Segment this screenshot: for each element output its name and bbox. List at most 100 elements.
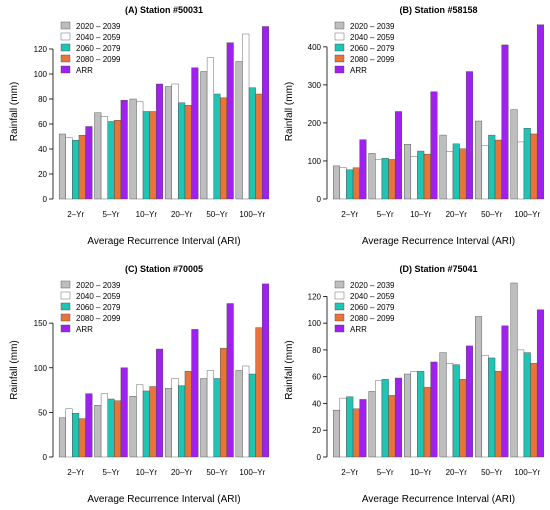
y-tick-label: 40: [312, 399, 321, 408]
bar-ARR-2Yr: [85, 126, 93, 200]
bar-2060-2079-5Yr: [381, 158, 389, 200]
bar-ARR-10Yr: [430, 91, 438, 200]
bar-ARR-100Yr: [536, 309, 544, 458]
bar-2020-2039-50Yr: [200, 71, 208, 200]
legend-swatch-2060-2079: [60, 43, 71, 52]
legend-swatch-2020-2039: [334, 21, 345, 30]
bar-2060-2079-50Yr: [488, 134, 496, 200]
bar-2080-2099-20Yr: [459, 148, 467, 200]
legend-swatch-2040-2059: [60, 32, 71, 41]
bar-2020-2039-2Yr: [333, 409, 341, 458]
bar-2020-2039-2Yr: [58, 417, 66, 458]
bar-ARR-20Yr: [465, 345, 473, 458]
bar-2020-2039-5Yr: [94, 112, 102, 200]
bar-2060-2079-100Yr: [248, 373, 256, 458]
x-category-label: 5–Yr: [103, 468, 120, 477]
bar-2020-2039-5Yr: [368, 391, 376, 458]
bar-2020-2039-10Yr: [129, 396, 137, 458]
y-tick-label: 300: [308, 81, 322, 90]
bar-2020-2039-10Yr: [404, 144, 412, 200]
bar-ARR-50Yr: [501, 44, 509, 200]
y-tick-label: 150: [34, 319, 48, 328]
x-category-label: 5–Yr: [103, 210, 120, 219]
bar-2040-2059-10Yr: [136, 101, 144, 200]
bar-2060-2079-20Yr: [452, 364, 460, 458]
bar-ARR-100Yr: [262, 283, 270, 458]
legend-label: 2080 – 2099: [350, 314, 395, 323]
bar-ARR-5Yr: [120, 100, 128, 200]
legend-swatch-2060-2079: [334, 43, 345, 52]
x-category-label: 2–Yr: [341, 210, 358, 219]
y-tick-label: 80: [38, 95, 47, 104]
legend-label: 2080 – 2099: [76, 314, 121, 323]
chart-title: (A) Station #50031: [125, 5, 203, 15]
bar-2080-2099-10Yr: [423, 153, 431, 200]
legend-swatch-2040-2059: [334, 32, 345, 41]
bar-ARR-5Yr: [120, 367, 128, 458]
bar-2040-2059-50Yr: [206, 57, 214, 200]
x-category-label: 100–Yr: [239, 210, 265, 219]
bar-2080-2099-10Yr: [423, 387, 431, 458]
bar-2040-2059-100Yr: [517, 141, 525, 200]
bar-2020-2039-100Yr: [235, 61, 243, 200]
bar-2060-2079-100Yr: [248, 87, 256, 200]
legend-swatch-2080-2099: [334, 54, 345, 63]
bar-2040-2059-5Yr: [375, 380, 383, 458]
bar-ARR-10Yr: [156, 83, 164, 200]
bar-ARR-2Yr: [359, 139, 367, 200]
y-tick-label: 120: [34, 45, 48, 54]
bar-2040-2059-100Yr: [242, 365, 250, 458]
panel-c: (C) Station #70005 0 50 100 150 Rainfall (mm)…: [9, 264, 270, 505]
bar-2040-2059-2Yr: [65, 408, 73, 458]
bar-2080-2099-20Yr: [459, 379, 467, 458]
legend-label: 2060 – 2079: [76, 44, 121, 53]
y-tick-label: 20: [38, 170, 47, 179]
legend-swatch-2060-2079: [60, 302, 71, 311]
panel-d: (D) Station #75041 0 20 40 60 80 100 120 Rainfal…: [284, 264, 544, 505]
bar-2060-2079-50Yr: [213, 93, 221, 200]
bar-2080-2099-50Yr: [220, 347, 228, 458]
y-tick-label: 0: [43, 453, 48, 462]
y-tick-label: 100: [34, 70, 48, 79]
legend-label: 2020 – 2039: [350, 281, 395, 290]
bar-2020-2039-100Yr: [510, 109, 518, 200]
x-category-label: 10–Yr: [410, 468, 432, 477]
y-tick-label: 120: [308, 292, 322, 301]
bar-2060-2079-5Yr: [107, 121, 115, 200]
y-axis-label: Rainfall (mm): [284, 340, 295, 399]
bar-2080-2099-2Yr: [78, 418, 86, 458]
legend-swatch-2080-2099: [60, 54, 71, 63]
bar-2060-2079-10Yr: [142, 111, 150, 200]
bar-2080-2099-2Yr: [352, 408, 360, 458]
bar-2060-2079-50Yr: [488, 357, 496, 458]
bar-2080-2099-5Yr: [388, 159, 396, 200]
legend-label: 2060 – 2079: [350, 44, 395, 53]
legend-swatch-2020-2039: [60, 280, 71, 289]
legend-swatch-2080-2099: [334, 313, 345, 322]
legend-swatch-ARR: [60, 65, 71, 74]
bar-2060-2079-2Yr: [72, 413, 80, 458]
chart-title: (D) Station #75041: [399, 264, 477, 274]
y-tick-label: 60: [312, 373, 321, 382]
chart-title: (B) Station #58158: [399, 5, 477, 15]
bar-2040-2059-100Yr: [517, 349, 525, 458]
bar-2060-2079-2Yr: [346, 396, 354, 458]
y-tick-label: 100: [308, 157, 322, 166]
y-tick-label: 60: [38, 120, 47, 129]
bar-2020-2039-50Yr: [200, 378, 208, 458]
x-category-label: 20–Yr: [446, 468, 468, 477]
bar-2040-2059-50Yr: [481, 145, 489, 200]
bar-2040-2059-50Yr: [206, 370, 214, 458]
legend-label: 2040 – 2059: [76, 292, 121, 301]
bar-ARR-2Yr: [85, 393, 93, 458]
bar-2020-2039-20Yr: [439, 134, 447, 200]
y-axis-label: Rainfall (mm): [9, 82, 20, 141]
bar-2040-2059-20Yr: [171, 378, 179, 458]
bar-2040-2059-100Yr: [242, 33, 250, 200]
legend-label: 2040 – 2059: [350, 292, 395, 301]
legend-label: 2060 – 2079: [350, 303, 395, 312]
bar-2040-2059-5Yr: [100, 116, 108, 200]
bar-2080-2099-20Yr: [184, 371, 192, 458]
bar-2040-2059-20Yr: [446, 363, 454, 458]
legend-swatch-2060-2079: [334, 302, 345, 311]
